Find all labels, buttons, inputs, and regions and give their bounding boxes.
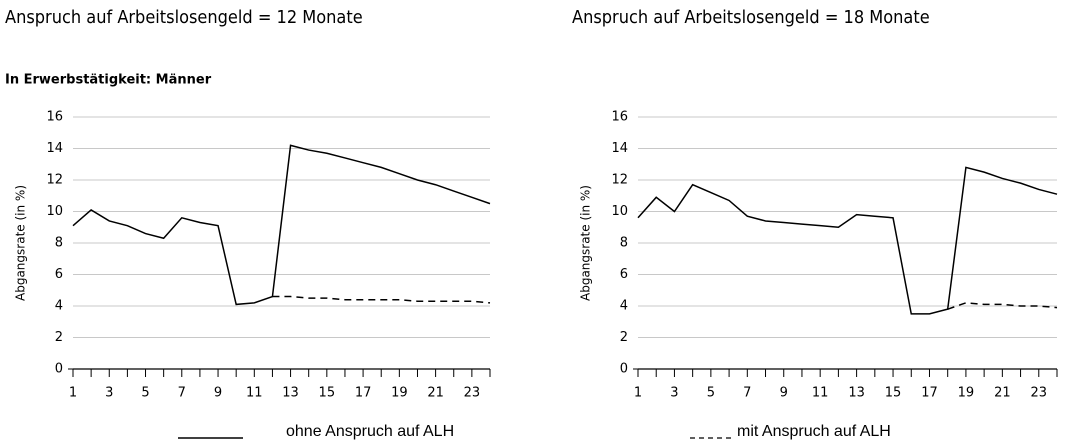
line-series bbox=[637, 166, 1058, 315]
y-tick-label: 2 bbox=[55, 330, 63, 345]
y-tick-label: 6 bbox=[620, 267, 628, 282]
x-tick-label: 15 bbox=[319, 386, 336, 401]
x-tick-label: 17 bbox=[355, 386, 372, 401]
x-tick-label: 1 bbox=[69, 386, 77, 401]
y-axis-label: Abgangsrate (in %) bbox=[14, 185, 28, 301]
y-tick-label: 4 bbox=[55, 299, 63, 314]
x-tick-label: 5 bbox=[707, 386, 715, 401]
chart-subtitle: In Erwerbstätigkeit: Männer bbox=[5, 73, 212, 88]
x-tick-label: 9 bbox=[780, 386, 788, 401]
x-tick-label: 11 bbox=[812, 386, 829, 401]
y-tick-label: 10 bbox=[46, 204, 63, 219]
x-tick-label: 19 bbox=[958, 386, 975, 401]
x-tick-label: 23 bbox=[1031, 386, 1048, 401]
x-tick-label: 7 bbox=[743, 386, 751, 401]
x-tick-label: 15 bbox=[885, 386, 902, 401]
y-tick-label: 16 bbox=[611, 110, 628, 125]
y-tick-label: 16 bbox=[46, 110, 63, 125]
legend-label: mit Anspruch auf ALH bbox=[737, 423, 891, 440]
y-axis-label: Abgangsrate (in %) bbox=[579, 185, 593, 301]
x-tick-label: 1 bbox=[634, 386, 642, 401]
line-series bbox=[72, 144, 491, 306]
y-tick-label: 10 bbox=[611, 204, 628, 219]
x-tick-label: 21 bbox=[994, 386, 1011, 401]
x-tick-label: 3 bbox=[105, 386, 113, 401]
y-tick-label: 14 bbox=[611, 141, 628, 156]
x-tick-label: 23 bbox=[464, 386, 481, 401]
x-tick-label: 11 bbox=[246, 386, 263, 401]
y-tick-label: 8 bbox=[620, 236, 628, 251]
x-tick-label: 13 bbox=[848, 386, 865, 401]
x-tick-label: 17 bbox=[921, 386, 938, 401]
y-tick-label: 4 bbox=[620, 299, 628, 314]
legend-label: ohne Anspruch auf ALH bbox=[286, 423, 454, 440]
x-tick-label: 9 bbox=[214, 386, 222, 401]
x-tick-label: 3 bbox=[670, 386, 678, 401]
y-tick-label: 0 bbox=[620, 362, 628, 377]
chart-title: Anspruch auf Arbeitslosengeld = 12 Monat… bbox=[5, 7, 363, 28]
x-tick-label: 7 bbox=[178, 386, 186, 401]
y-tick-label: 8 bbox=[55, 236, 63, 251]
chart-title: Anspruch auf Arbeitslosengeld = 18 Monat… bbox=[572, 7, 930, 28]
line-series bbox=[272, 295, 491, 304]
y-tick-label: 14 bbox=[46, 141, 63, 156]
x-tick-label: 13 bbox=[282, 386, 299, 401]
y-tick-label: 6 bbox=[55, 267, 63, 282]
x-tick-label: 5 bbox=[141, 386, 149, 401]
y-tick-label: 12 bbox=[611, 173, 628, 188]
y-tick-label: 2 bbox=[620, 330, 628, 345]
y-tick-label: 12 bbox=[46, 173, 63, 188]
y-tick-label: 0 bbox=[55, 362, 63, 377]
x-tick-label: 21 bbox=[427, 386, 444, 401]
x-tick-label: 19 bbox=[391, 386, 408, 401]
